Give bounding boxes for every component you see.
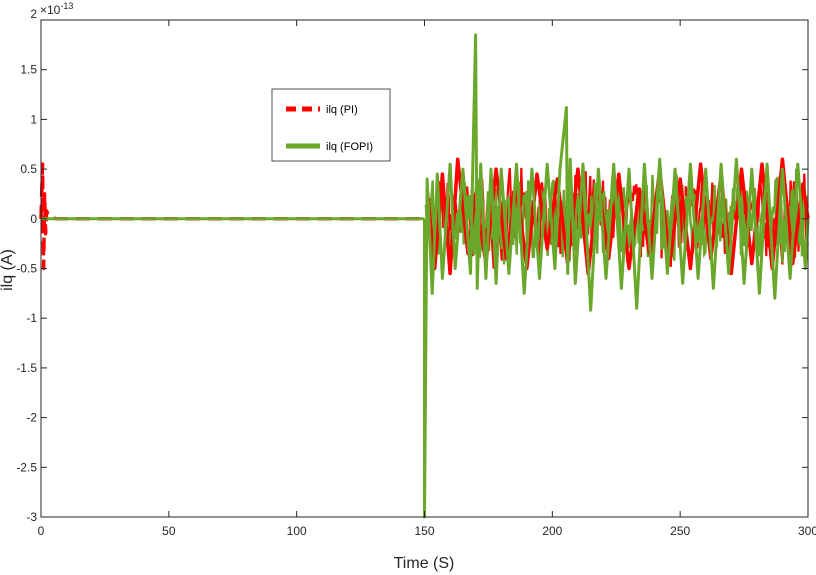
y-axis-exponent: ×10-13 — [40, 1, 73, 17]
y-tick-label: 2 — [30, 7, 37, 21]
x-tick-label: 200 — [542, 524, 562, 538]
y-tick-label: -1.5 — [16, 361, 37, 375]
series-pi-line-1 — [425, 157, 810, 276]
x-tick-label: 100 — [287, 524, 307, 538]
ticks-layer: 0 50 100 150 200 250 300 -3 -2.5 -2 -1.5 -1 -0.5 0 0.5… — [16, 7, 816, 538]
x-axis-title: Time (S) — [394, 555, 455, 572]
y-tick-label: -0.5 — [16, 262, 37, 276]
y-axis-title: ilq (A) — [0, 249, 16, 291]
series-layer — [39, 33, 810, 519]
legend-label-pi: ilq (PI) — [326, 104, 358, 116]
y-tick-label: 1.5 — [20, 63, 37, 77]
y-tick-label: -2 — [26, 411, 37, 425]
y-tick-label: -1 — [26, 311, 37, 325]
y-tick-label: -3 — [26, 510, 37, 524]
x-tick-label: 50 — [162, 524, 176, 538]
y-tick-label: -2.5 — [16, 460, 37, 474]
x-tick-label: 150 — [414, 524, 434, 538]
legend-box — [271, 88, 391, 162]
x-tick-label: 0 — [38, 524, 45, 538]
y-tick-label: 0.5 — [20, 162, 37, 176]
x-tick-label: 300 — [798, 524, 816, 538]
x-tick-label: 250 — [670, 524, 690, 538]
y-axis-exponent-value: -13 — [60, 1, 73, 11]
y-tick-label: 0 — [30, 212, 37, 226]
series-fopi-line-1 — [423, 33, 810, 519]
y-axis-multiplier: ×10 — [40, 3, 61, 17]
legend-label-fopi: ilq (FOPI) — [326, 141, 373, 153]
y-tick-label: 1 — [30, 112, 37, 126]
legend: ilq (PI) ilq (FOPI) — [271, 88, 391, 162]
